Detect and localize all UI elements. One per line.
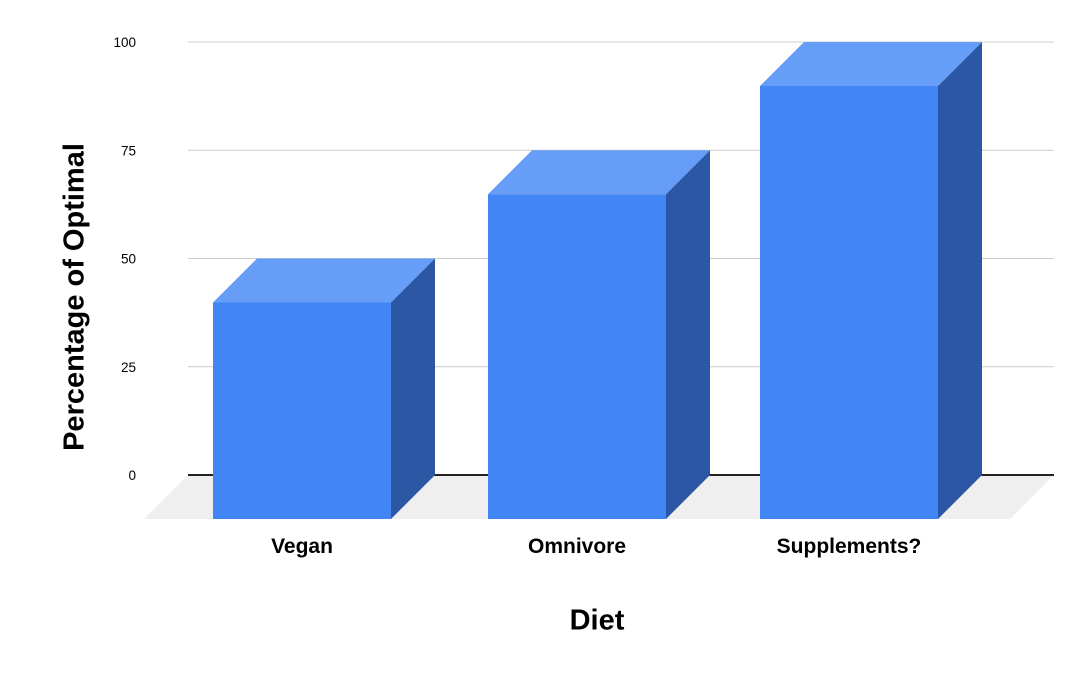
y-tick-label: 0: [128, 468, 136, 483]
category-label: Omnivore: [528, 535, 626, 558]
x-axis-title: Diet: [569, 604, 625, 637]
y-tick-label: 25: [121, 360, 136, 375]
bar-omnivore-top: [488, 150, 710, 195]
bar-vegan-top: [213, 258, 435, 303]
bar-vegan-front: [213, 302, 391, 519]
bar-vegan-side: [391, 258, 435, 519]
bar-supplements-top: [760, 42, 982, 86]
bar-omnivore-side: [666, 150, 710, 519]
bar-omnivore-front: [488, 194, 666, 519]
y-tick-label: 75: [121, 143, 136, 158]
y-tick-label: 100: [113, 35, 136, 50]
bar-supplements-side: [938, 42, 982, 519]
category-label: Vegan: [271, 535, 333, 558]
category-label: Supplements?: [777, 535, 922, 558]
bar-supplements-front: [760, 86, 938, 519]
y-tick-label: 50: [121, 252, 136, 267]
